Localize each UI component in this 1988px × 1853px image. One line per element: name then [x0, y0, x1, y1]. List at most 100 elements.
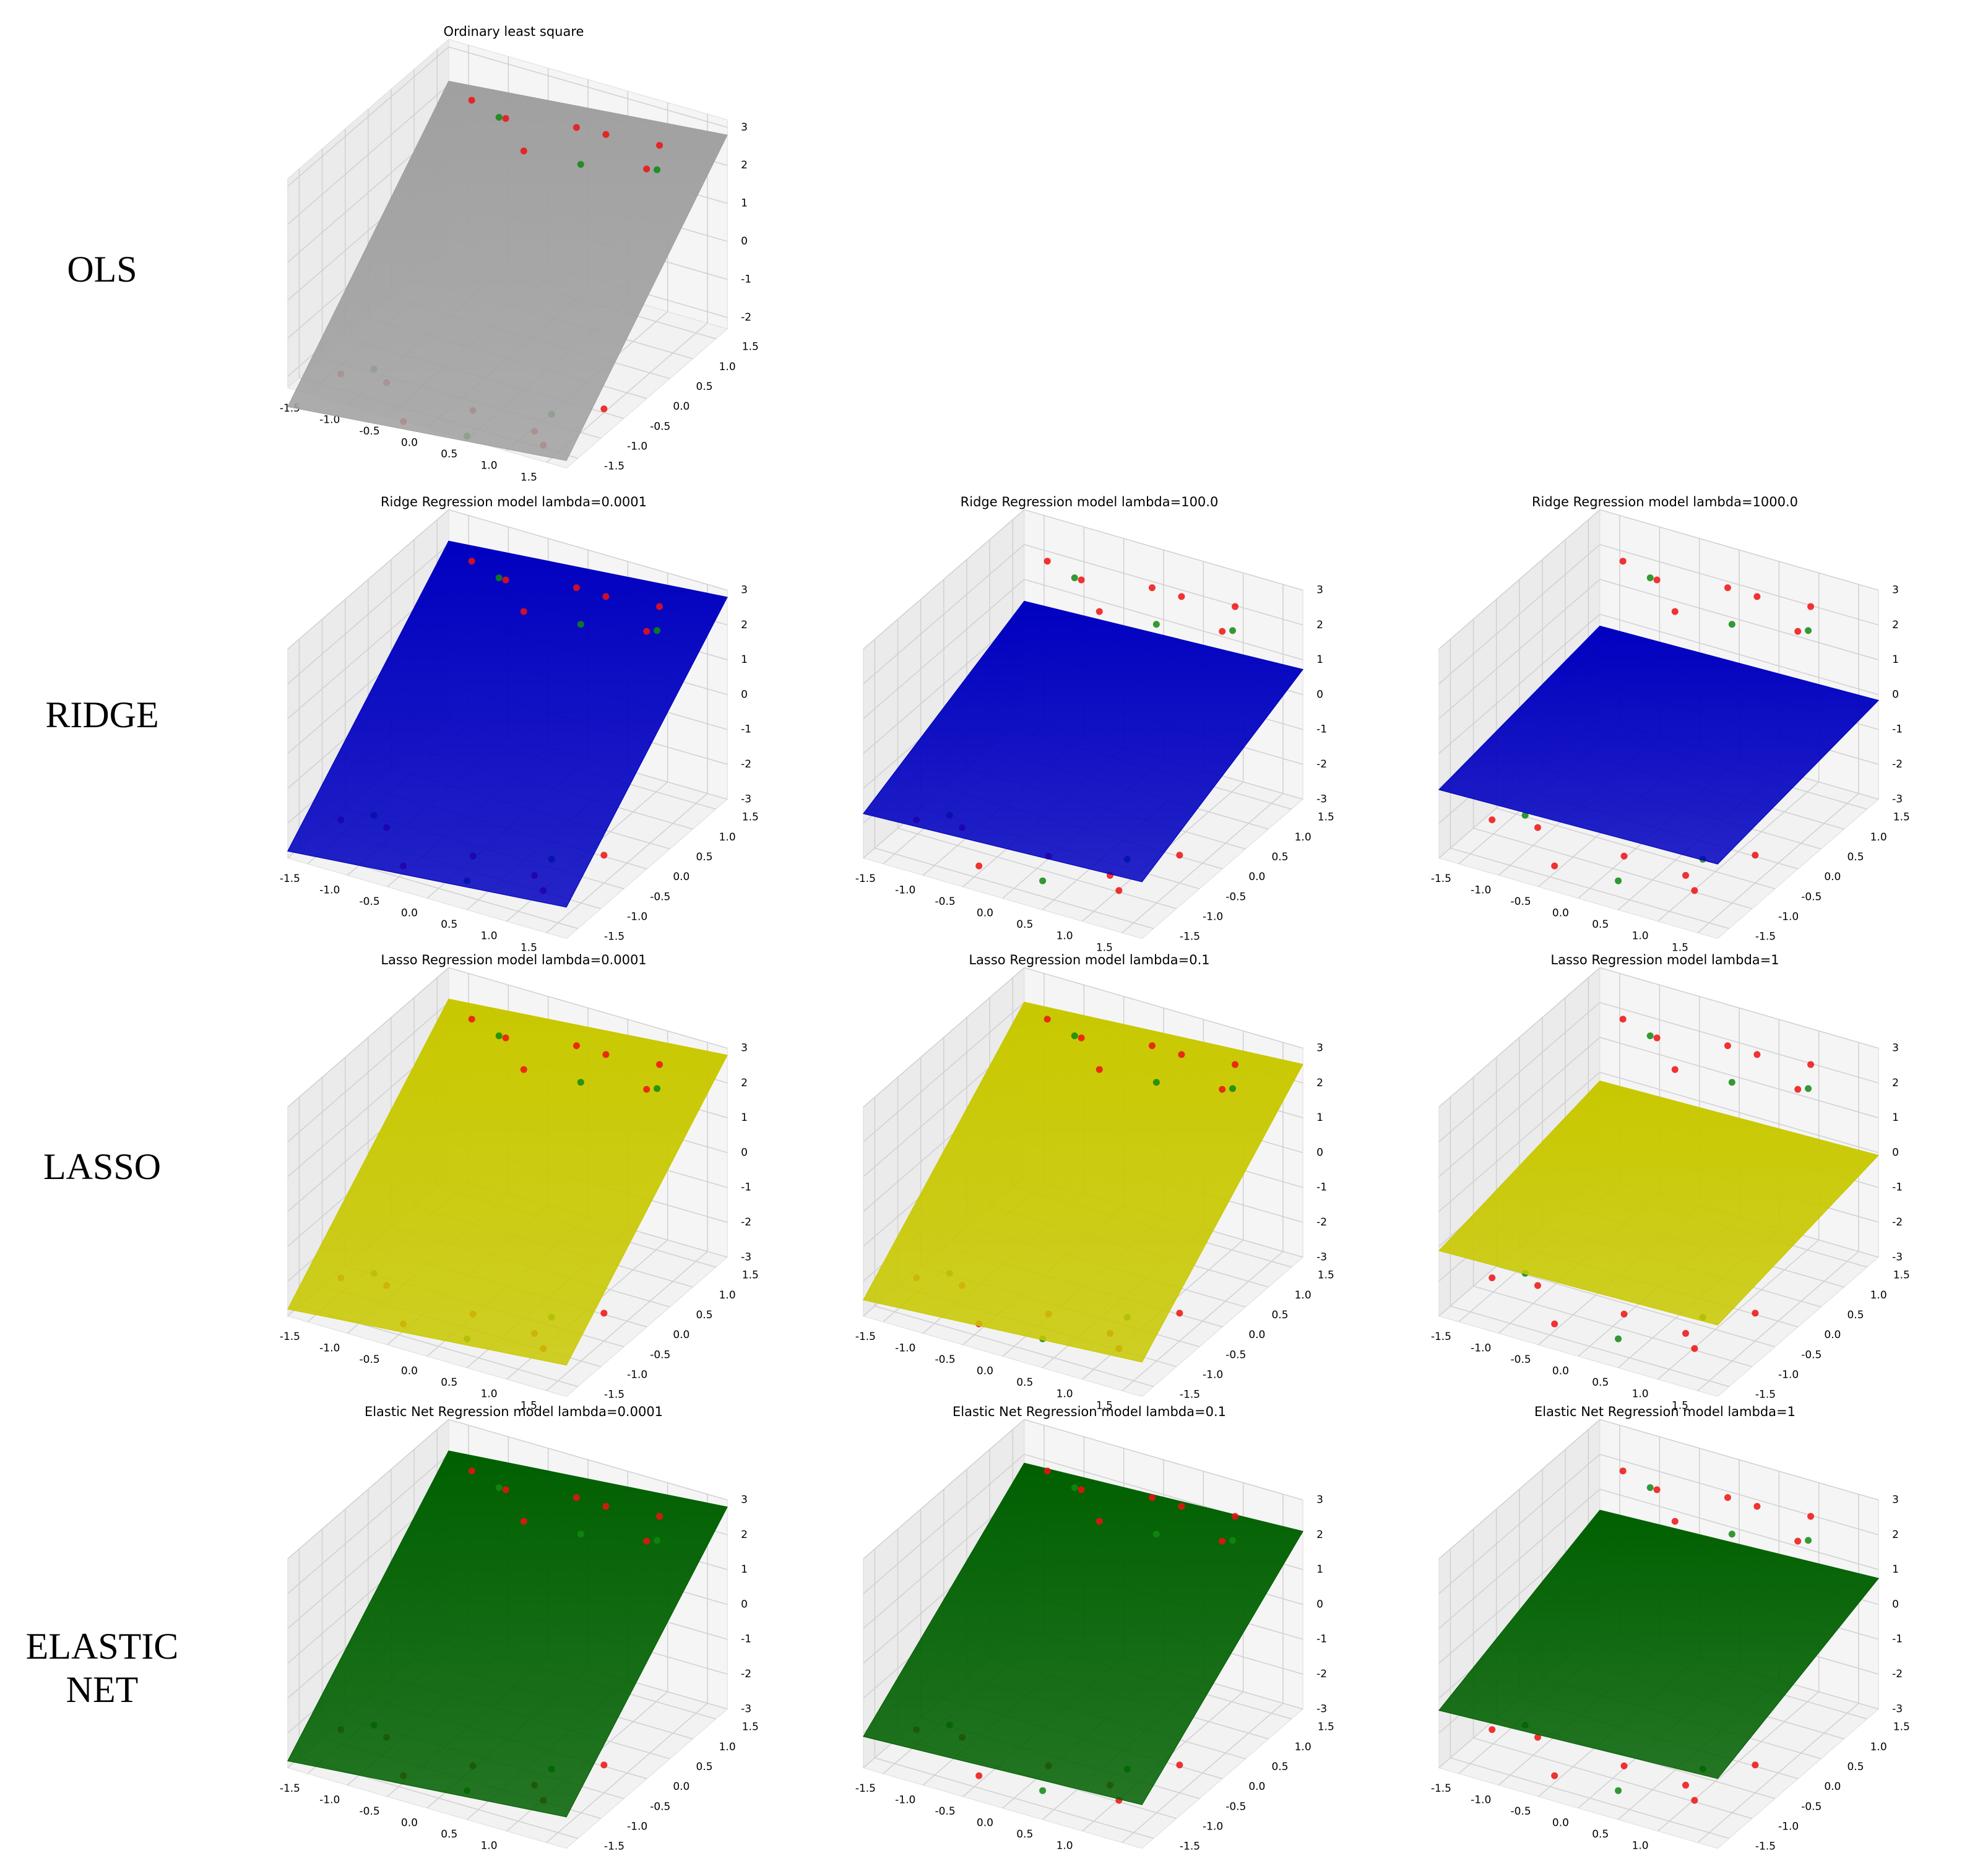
grid-line — [1438, 509, 1601, 650]
grid-line — [1438, 1454, 1601, 1594]
grid-line — [1450, 847, 1729, 930]
z-tick-label: 3 — [1892, 1042, 1899, 1055]
data-point — [1615, 877, 1622, 884]
z-tick-label: -3 — [741, 793, 751, 805]
y-tick-label: -0.5 — [650, 1800, 670, 1813]
y-tick-label: 1.0 — [719, 1741, 736, 1753]
regression-plane — [287, 540, 728, 908]
data-point — [1152, 1531, 1160, 1538]
y-tick-label: -0.5 — [1801, 1349, 1822, 1361]
grid-line — [1438, 613, 1601, 754]
data-point — [1039, 877, 1047, 884]
data-point — [1752, 852, 1759, 859]
y-tick-label: -1.5 — [604, 1389, 624, 1401]
x-tick-label: 1.0 — [1632, 930, 1649, 943]
data-point — [520, 1518, 527, 1525]
data-point — [975, 862, 983, 870]
grid-line — [1473, 1285, 1753, 1367]
z-tick-label: -1 — [741, 273, 751, 285]
z-tick-label: -1 — [1316, 1633, 1327, 1646]
z-tick-label: 2 — [741, 619, 748, 631]
y-tick-label: 1.5 — [742, 341, 759, 353]
data-point — [1682, 1329, 1690, 1337]
y-tick-label: -1.0 — [627, 910, 647, 923]
x-tick-label: -1.5 — [855, 873, 876, 885]
grid-line — [287, 46, 449, 187]
data-point — [1078, 1486, 1085, 1493]
data-point — [975, 1772, 983, 1779]
z-tick-label: 0 — [1892, 1146, 1899, 1159]
chart-title: Elastic Net Regression model lambda=1 — [1534, 1404, 1796, 1419]
data-point — [1753, 1051, 1761, 1058]
z-tick-label: 1 — [741, 197, 748, 210]
z-tick-label: 2 — [1892, 1077, 1899, 1089]
y-tick-label: -1.5 — [604, 1841, 624, 1853]
grid-line — [287, 1454, 449, 1594]
z-tick-label: 0 — [741, 688, 748, 701]
z-tick-label: -2 — [1316, 1216, 1327, 1229]
x-tick-label: -0.5 — [1511, 1354, 1531, 1366]
grid-line — [1599, 613, 1879, 696]
y-tick-label: 0.5 — [1847, 1309, 1864, 1321]
y-tick-label: -1.5 — [1755, 931, 1776, 943]
regression-plane — [287, 998, 728, 1366]
subplot: Elastic Net Regression model lambda=0.1 -… — [855, 1404, 1334, 1853]
data-point — [495, 1032, 503, 1040]
data-point — [1724, 584, 1731, 592]
data-point — [1794, 628, 1802, 635]
data-point — [1148, 584, 1156, 592]
x-tick-label: -0.5 — [360, 425, 380, 438]
data-point — [1752, 1310, 1759, 1317]
data-point — [577, 161, 584, 168]
grid-line — [1438, 1488, 1601, 1629]
y-tick-label: -1.5 — [1180, 1389, 1200, 1401]
y-tick-label: 1.0 — [719, 831, 736, 844]
data-point — [1551, 1320, 1558, 1328]
x-tick-label: 1.5 — [1672, 1399, 1688, 1412]
data-point — [1671, 608, 1679, 615]
grid-line — [1024, 1419, 1303, 1501]
z-tick-label: 1 — [1316, 1563, 1323, 1576]
chart-title: Ordinary least square — [444, 24, 584, 39]
y-tick-label: -1.5 — [1755, 1389, 1776, 1401]
y-tick-label: -1.0 — [1203, 1368, 1223, 1381]
data-point — [1489, 1274, 1496, 1282]
z-tick-label: -1 — [1316, 1181, 1327, 1194]
y-tick-label: 1.0 — [1870, 831, 1887, 844]
data-point — [1807, 603, 1815, 610]
z-tick-label: 1 — [1892, 1563, 1899, 1576]
data-point — [1078, 1034, 1085, 1042]
data-point — [1489, 816, 1496, 824]
z-tick-label: -2 — [1316, 1668, 1327, 1680]
grid-line — [287, 84, 449, 225]
y-tick-label: -1.0 — [1778, 1368, 1799, 1381]
x-tick-label: -0.5 — [360, 896, 380, 908]
z-tick-label: 1 — [1316, 654, 1323, 666]
y-tick-label: -0.5 — [1225, 891, 1246, 903]
regression-plane — [863, 1462, 1303, 1805]
z-tick-label: -2 — [1316, 758, 1327, 771]
data-point — [1115, 887, 1123, 894]
data-point — [1653, 576, 1661, 584]
grid-line — [897, 827, 1177, 909]
data-point — [643, 1086, 650, 1093]
y-tick-label: 1.5 — [1893, 811, 1910, 824]
chart-title: Ridge Regression model lambda=0.0001 — [381, 495, 647, 509]
subplot: Lasso Regression model lambda=0.1-1.5-1.… — [855, 952, 1334, 1412]
data-point — [600, 1310, 608, 1317]
data-point — [654, 166, 661, 173]
row-label: RIDGE — [45, 694, 159, 735]
y-tick-label: 1.0 — [1295, 831, 1312, 844]
x-tick-label: -1.0 — [1471, 1794, 1491, 1806]
x-tick-label: 1.0 — [481, 1840, 498, 1852]
x-tick-label: 1.0 — [1632, 1388, 1649, 1401]
data-point — [1807, 1061, 1815, 1068]
z-tick-label: -3 — [1892, 793, 1903, 805]
grid-line — [1599, 1454, 1879, 1536]
x-tick-label: 1.0 — [1057, 1840, 1073, 1852]
regression-plane — [287, 1450, 728, 1818]
data-point — [1148, 1042, 1156, 1050]
x-tick-label: 0.5 — [1016, 918, 1033, 931]
x-tick-label: -1.0 — [319, 884, 340, 896]
